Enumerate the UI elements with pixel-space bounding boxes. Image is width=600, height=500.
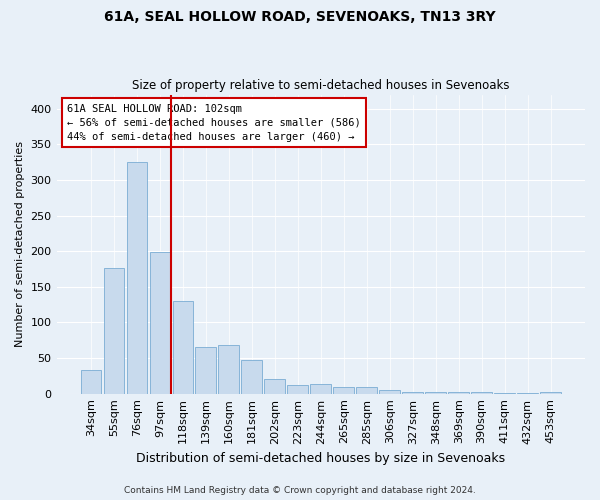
Bar xyxy=(127,162,147,394)
Text: 61A SEAL HOLLOW ROAD: 102sqm
← 56% of semi-detached houses are smaller (586)
44%: 61A SEAL HOLLOW ROAD: 102sqm ← 56% of se… xyxy=(67,104,361,142)
Text: 61A, SEAL HOLLOW ROAD, SEVENOAKS, TN13 3RY: 61A, SEAL HOLLOW ROAD, SEVENOAKS, TN13 3… xyxy=(104,10,496,24)
Bar xyxy=(448,392,469,394)
Bar xyxy=(149,252,170,394)
Bar xyxy=(80,370,101,394)
Bar xyxy=(241,360,262,394)
Bar xyxy=(104,268,124,394)
Bar xyxy=(265,380,285,394)
Bar xyxy=(356,386,377,394)
X-axis label: Distribution of semi-detached houses by size in Sevenoaks: Distribution of semi-detached houses by … xyxy=(136,452,505,465)
Bar xyxy=(425,392,446,394)
Bar xyxy=(379,390,400,394)
Bar xyxy=(334,386,354,394)
Bar xyxy=(218,346,239,394)
Y-axis label: Number of semi-detached properties: Number of semi-detached properties xyxy=(15,141,25,347)
Bar xyxy=(403,392,423,394)
Text: Contains HM Land Registry data © Crown copyright and database right 2024.: Contains HM Land Registry data © Crown c… xyxy=(124,486,476,495)
Bar xyxy=(517,393,538,394)
Bar xyxy=(472,392,492,394)
Bar xyxy=(173,301,193,394)
Bar xyxy=(196,348,216,394)
Bar xyxy=(310,384,331,394)
Bar xyxy=(540,392,561,394)
Title: Size of property relative to semi-detached houses in Sevenoaks: Size of property relative to semi-detach… xyxy=(132,79,509,92)
Bar xyxy=(287,385,308,394)
Bar xyxy=(494,393,515,394)
